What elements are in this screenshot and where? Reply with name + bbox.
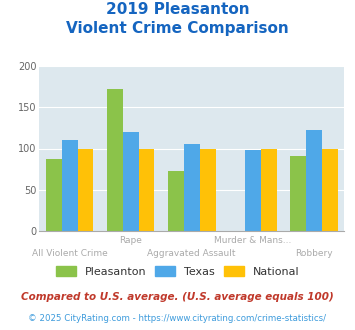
Bar: [245, 150, 261, 231]
Bar: [123, 132, 138, 231]
Text: Compared to U.S. average. (U.S. average equals 100): Compared to U.S. average. (U.S. average …: [21, 292, 334, 302]
Bar: [200, 148, 215, 231]
Legend: Pleasanton, Texas, National: Pleasanton, Texas, National: [51, 261, 304, 281]
Text: All Violent Crime: All Violent Crime: [32, 249, 108, 258]
Text: Rape: Rape: [119, 236, 142, 245]
Bar: [168, 171, 184, 231]
Text: Murder & Mans...: Murder & Mans...: [214, 236, 291, 245]
Text: Violent Crime Comparison: Violent Crime Comparison: [66, 21, 289, 36]
Bar: [138, 148, 154, 231]
Text: Robbery: Robbery: [295, 249, 333, 258]
Bar: [46, 159, 62, 231]
Text: 2019 Pleasanton: 2019 Pleasanton: [106, 2, 249, 16]
Bar: [306, 129, 322, 231]
Bar: [322, 148, 338, 231]
Text: © 2025 CityRating.com - https://www.cityrating.com/crime-statistics/: © 2025 CityRating.com - https://www.city…: [28, 314, 327, 323]
Text: Aggravated Assault: Aggravated Assault: [147, 249, 236, 258]
Bar: [62, 140, 77, 231]
Bar: [77, 148, 93, 231]
Bar: [184, 144, 200, 231]
Bar: [107, 89, 123, 231]
Bar: [290, 156, 306, 231]
Bar: [261, 148, 277, 231]
